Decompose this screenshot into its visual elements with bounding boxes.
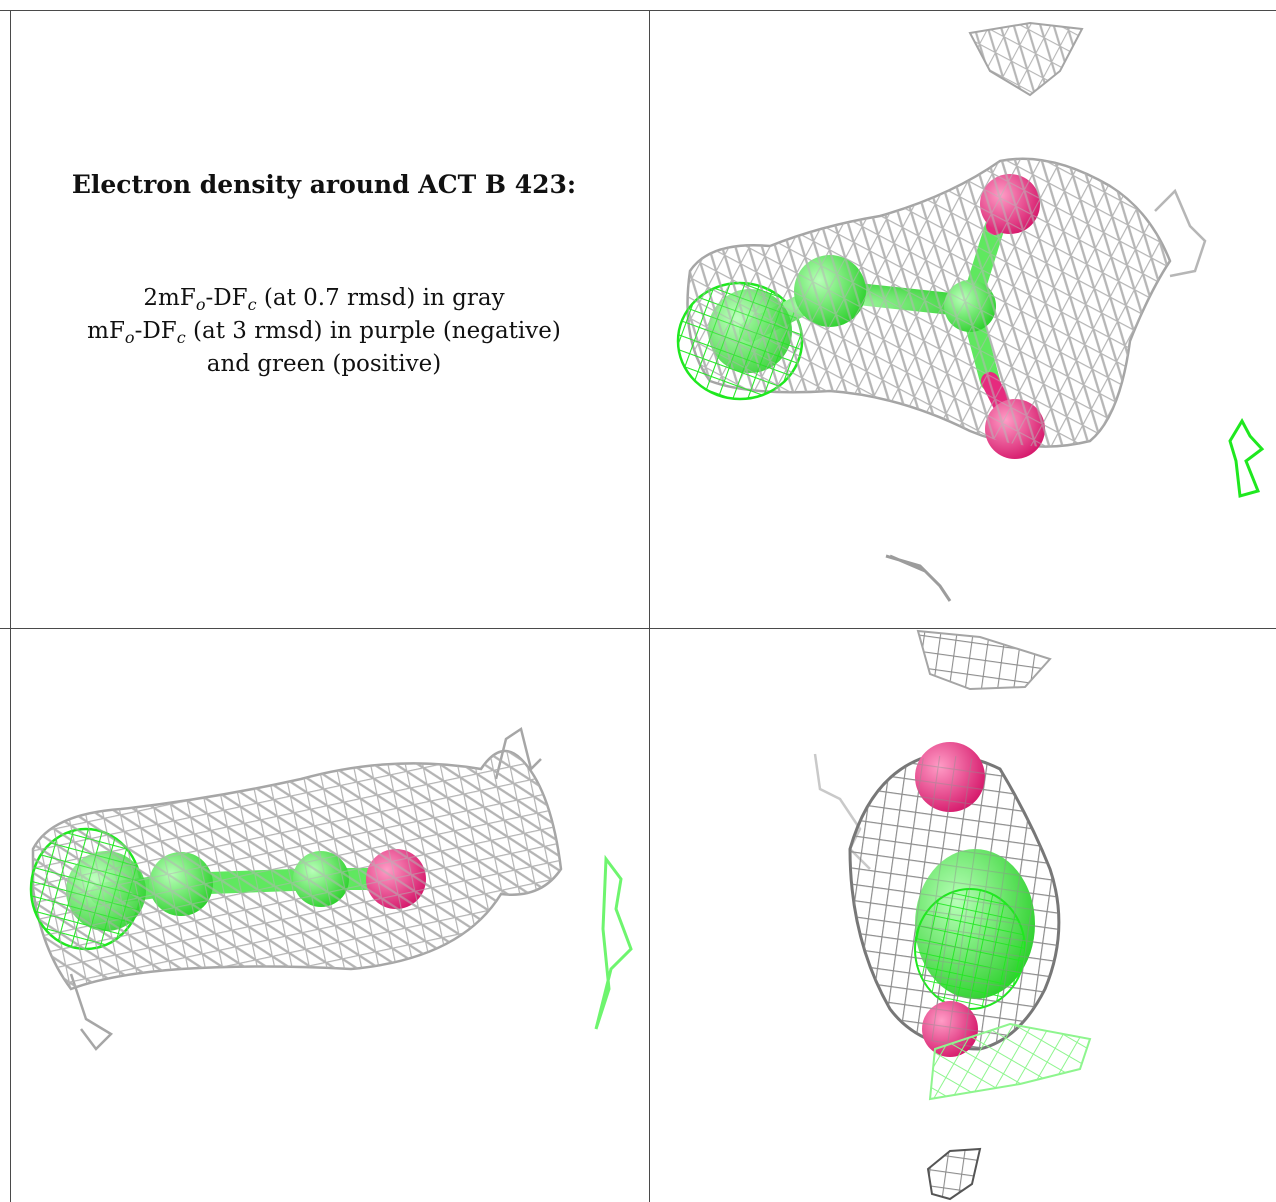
density-render-3 [813,629,1092,1201]
legend-line-2mfo: 2mFo-DFc (at 0.7 rmsd) in gray [143,285,505,314]
border-middle-horizontal [0,628,1276,629]
mesh-wisp-green [594,854,633,1030]
density-render-2 [29,726,633,1051]
figure-title: Electron density around ACT B 423: [71,170,577,199]
mesh-fragment [916,629,1052,691]
density-view-top-right [650,11,1276,628]
mesh-fragment [926,1147,982,1201]
density-view-bottom-left [11,629,649,1202]
border-top [0,10,1276,11]
border-middle-vertical [649,10,650,1202]
mesh-wisp [1154,188,1207,278]
caption-cell: Electron density around ACT B 423: 2mFo-… [11,11,649,628]
density-view-bottom-right [650,629,1276,1202]
figure-legend: 2mFo-DFc (at 0.7 rmsd) in gray mFo-DFc (… [11,282,648,381]
density-render-1 [676,21,1265,602]
legend-line-mfo: mFo-DFc (at 3 rmsd) in purple (negative) [87,318,561,347]
legend-line-green: and green (positive) [206,351,442,377]
mesh-wisp [885,554,952,602]
border-left [10,10,11,1202]
mesh-wisp-green [928,1022,1092,1101]
mesh-wisp [69,973,114,1051]
mesh-fragment [968,21,1084,97]
mesh-wisp-green [1228,417,1265,498]
